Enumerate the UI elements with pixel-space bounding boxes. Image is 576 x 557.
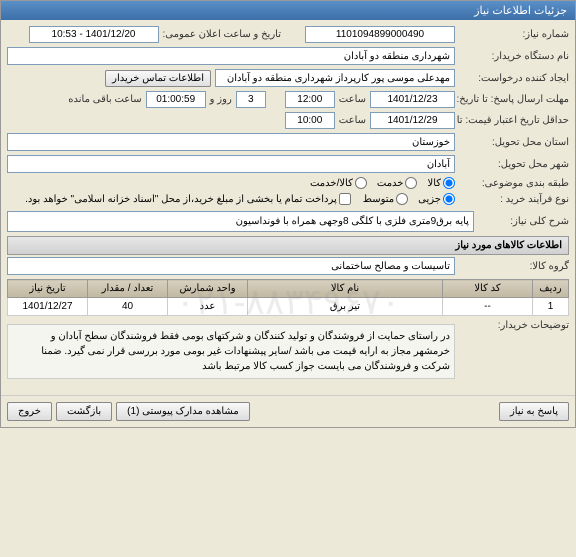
pt-medium-radio[interactable] — [396, 193, 408, 205]
th-qty: تعداد / مقدار — [88, 280, 168, 298]
items-section-header: اطلاعات کالاهای مورد نیاز — [7, 236, 569, 255]
th-unit: واحد شمارش — [168, 280, 248, 298]
window-title: جزئیات اطلاعات نیاز — [474, 5, 567, 17]
cat-goods-option[interactable]: کالا — [427, 177, 455, 189]
buyer-note: در راستای حمایت از فروشندگان و تولید کنن… — [7, 324, 455, 379]
table-header-row: ردیف کد کالا نام کالا واحد شمارش تعداد /… — [8, 280, 569, 298]
cell-date: 1401/12/27 — [8, 298, 88, 316]
pt-medium-option[interactable]: متوسط — [363, 193, 408, 205]
respond-button[interactable]: پاسخ به نیاز — [499, 402, 569, 421]
province-value: خوزستان — [7, 133, 455, 151]
cat-goods-radio[interactable] — [443, 177, 455, 189]
pt-minor-option[interactable]: جزیی — [418, 193, 455, 205]
validity-date: 1401/12/29 — [370, 112, 455, 129]
category-radio-group: کالا خدمت کالا/خدمت — [310, 177, 455, 189]
pt-note-label: پرداخت تمام یا بخشی از مبلغ خرید،از محل … — [25, 194, 337, 205]
buyer-label: نام دستگاه خریدار: — [459, 51, 569, 62]
announce-label: تاریخ و ساعت اعلان عمومی: — [163, 29, 282, 40]
category-label: طبقه بندی موضوعی: — [459, 178, 569, 189]
purchase-type-group: جزیی متوسط — [363, 193, 455, 205]
pt-note-option[interactable]: پرداخت تمام یا بخشی از مبلغ خرید،از محل … — [25, 193, 351, 205]
validity-label: حداقل تاریخ اعتبار قیمت: تا تاریخ: — [459, 115, 569, 126]
pt-medium-label: متوسط — [363, 194, 394, 205]
province-label: استان محل تحویل: — [459, 137, 569, 148]
th-date: تاریخ نیاز — [8, 280, 88, 298]
cell-row: 1 — [533, 298, 569, 316]
exit-button[interactable]: خروج — [7, 402, 52, 421]
remaining-time: 01:00:59 — [146, 91, 206, 108]
th-code: کد کالا — [443, 280, 533, 298]
creator-label: ایجاد کننده درخواست: — [459, 73, 569, 84]
deadline-time: 12:00 — [285, 91, 335, 108]
remaining-label: ساعت باقی مانده — [68, 94, 141, 105]
time-label-2: ساعت — [339, 115, 366, 126]
cat-service-radio[interactable] — [405, 177, 417, 189]
attachments-button[interactable]: مشاهده مدارک پیوستی (1) — [116, 402, 250, 421]
deadline-date: 1401/12/23 — [370, 91, 455, 108]
cell-unit: عدد — [168, 298, 248, 316]
announce-value: 1401/12/20 - 10:53 — [29, 26, 159, 43]
city-label: شهر محل تحویل: — [459, 159, 569, 170]
group-label: گروه کالا: — [459, 261, 569, 272]
need-no-value: 1101094899000490 — [305, 26, 455, 43]
cat-service-option[interactable]: خدمت — [377, 177, 418, 189]
time-label-1: ساعت — [339, 94, 366, 105]
creator-value: مهدعلی موسی پور کارپرداز شهرداری منطقه د… — [215, 69, 455, 87]
pt-minor-label: جزیی — [418, 194, 441, 205]
cell-qty: 40 — [88, 298, 168, 316]
th-row: ردیف — [533, 280, 569, 298]
items-table: ردیف کد کالا نام کالا واحد شمارش تعداد /… — [7, 279, 569, 316]
pt-note-checkbox[interactable] — [339, 193, 351, 205]
cat-goods-label: کالا — [427, 178, 441, 189]
table-row[interactable]: 1 -- تیر برق عدد 40 1401/12/27 — [8, 298, 569, 316]
cat-both-label: کالا/خدمت — [310, 178, 353, 189]
cat-service-label: خدمت — [377, 178, 404, 189]
cat-both-radio[interactable] — [355, 177, 367, 189]
days-label: روز و — [210, 94, 232, 105]
window-titlebar: جزئیات اطلاعات نیاز — [1, 1, 575, 20]
cell-name: تیر برق — [248, 298, 443, 316]
desc-value: پایه برق9متری فلزی با کلگی 8وجهی همراه ب… — [7, 211, 474, 232]
days-value: 3 — [236, 91, 266, 108]
need-no-label: شماره نیاز: — [459, 29, 569, 40]
group-value: تاسیسات و مصالح ساختمانی — [7, 257, 455, 275]
validity-time: 10:00 — [285, 112, 335, 129]
city-value: آبادان — [7, 155, 455, 173]
deadline-label: مهلت ارسال پاسخ: تا تاریخ: — [459, 94, 569, 105]
footer-bar: خروج بازگشت مشاهده مدارک پیوستی (1) پاسخ… — [1, 395, 575, 427]
purchase-type-label: نوع فرآیند خرید : — [459, 194, 569, 205]
buyer-note-label: توضیحات خریدار: — [459, 320, 569, 331]
buyer-value: شهرداری منطقه دو آبادان — [7, 47, 455, 65]
back-button[interactable]: بازگشت — [56, 402, 112, 421]
pt-minor-radio[interactable] — [443, 193, 455, 205]
th-name: نام کالا — [248, 280, 443, 298]
desc-header: شرح کلی نیاز: — [478, 216, 569, 227]
contact-button[interactable]: اطلاعات تماس خریدار — [105, 70, 211, 87]
cat-both-option[interactable]: کالا/خدمت — [310, 177, 367, 189]
cell-code: -- — [443, 298, 533, 316]
